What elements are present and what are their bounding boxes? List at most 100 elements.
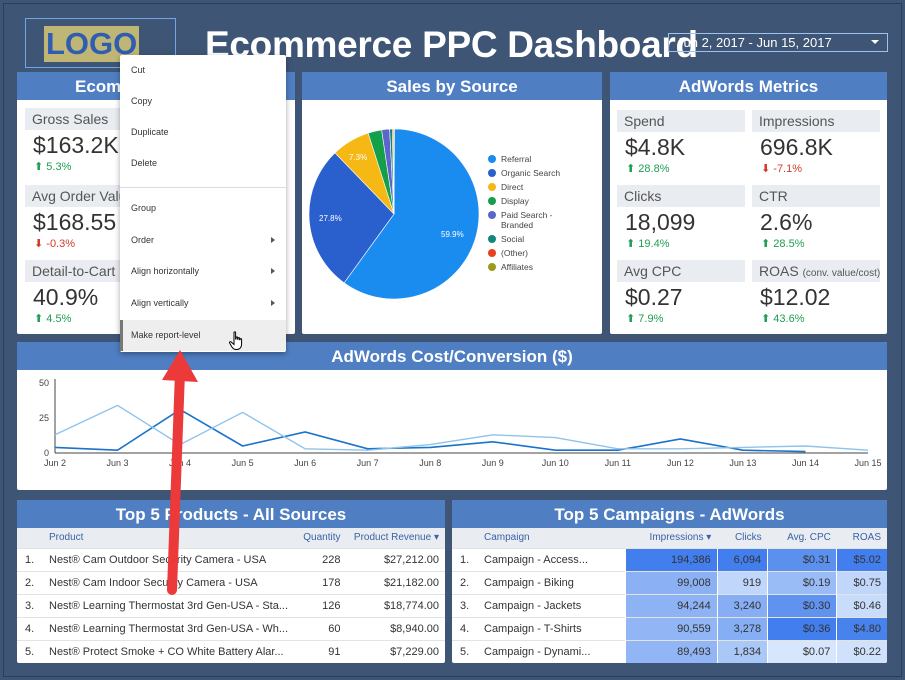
legend-dot (488, 263, 496, 271)
table-row[interactable]: 3. Campaign - Jackets 94,244 3,240 $0.30 $0.4… (452, 593, 887, 617)
row-rank: 2. (17, 570, 43, 594)
table-row[interactable]: 1. Nest® Cam Outdoor Security Camera - US… (17, 547, 445, 571)
sort-desc-icon: ▾ (706, 532, 712, 544)
col-impressions[interactable]: Impressions ▾ (625, 528, 718, 548)
legend-item[interactable]: Social (488, 234, 560, 244)
adwords-metrics-panel[interactable]: AdWords Metrics Spend $4.8K ⬆ 28.8% Impr… (610, 72, 887, 334)
dashboard-frame (3, 3, 902, 677)
row-rank: 1. (452, 547, 478, 571)
metric-tile-impressions[interactable]: Impressions 696.8K ⬇ -7.1% (752, 110, 880, 176)
products-table: Product Quantity Product Revenue ▾ 1. Nes… (17, 528, 445, 663)
menu-item-duplicate[interactable]: Duplicate (131, 127, 169, 137)
x-tick-label: Jun 15 (854, 458, 881, 468)
product-quantity: 60 (296, 616, 347, 640)
x-tick-label: Jun 12 (667, 458, 694, 468)
rank-header (452, 528, 478, 548)
series-line-2[interactable] (54, 404, 869, 451)
x-tick-label: Jun 6 (294, 458, 316, 468)
col-avg-cpc[interactable]: Avg. CPC (767, 528, 837, 548)
metric-value: $12.02 (760, 284, 831, 310)
table-row[interactable]: 1. Campaign - Access... 194,386 6,094 $0.31 $… (452, 547, 887, 571)
table-row[interactable]: 4. Campaign - T-Shirts 90,559 3,278 $0.36 $4.… (452, 616, 887, 640)
campaign-impressions: 89,493 (625, 639, 718, 663)
metric-label: Clicks (617, 185, 745, 207)
date-range-picker[interactable]: Jun 2, 2017 - Jun 15, 2017 (668, 33, 888, 52)
row-rank: 3. (17, 593, 43, 617)
pie-slice[interactable] (308, 152, 395, 284)
table-row[interactable]: 4. Nest® Learning Thermostat 3rd Gen-USA … (17, 616, 445, 640)
campaign-clicks: 919 (716, 570, 768, 594)
col-product-revenue[interactable]: Product Revenue ▾ (346, 528, 445, 548)
sales-pie-chart[interactable]: 59.9% 27.8% 7.3% (302, 100, 602, 334)
col-campaign[interactable]: Campaign (478, 528, 626, 548)
col-clicks[interactable]: Clicks (717, 528, 768, 548)
metric-tile-clicks[interactable]: Clicks 18,099 ⬆ 19.4% (617, 185, 745, 251)
menu-item-align-horizontally[interactable]: Align horizontally (120, 256, 286, 287)
legend-item[interactable]: (Other) (488, 248, 560, 258)
hand-cursor-icon (228, 331, 243, 350)
campaign-name: Campaign - Biking (478, 570, 626, 594)
legend-item[interactable]: Display (488, 196, 560, 206)
y-tick-label: 25 (39, 413, 49, 423)
metric-tile-avg-cpc[interactable]: Avg CPC $0.27 ⬆ 7.9% (617, 260, 745, 326)
campaign-clicks: 3,278 (716, 616, 768, 640)
metric-tile-spend[interactable]: Spend $4.8K ⬆ 28.8% (617, 110, 745, 176)
pie-slice[interactable] (393, 128, 395, 215)
menu-item-make-report-level[interactable]: Make report-level (120, 320, 286, 351)
menu-separator (120, 187, 286, 188)
legend-item[interactable]: Paid Search - Branded (488, 210, 560, 230)
top-campaigns-panel[interactable]: Top 5 Campaigns - AdWords Campaign Impre… (452, 500, 887, 663)
table-row[interactable]: 2. Nest® Cam Indoor Security Camera - USA… (17, 570, 445, 594)
metric-tile-ctr[interactable]: CTR 2.6% ⬆ 28.5% (752, 185, 880, 251)
campaign-name: Campaign - T-Shirts (478, 616, 626, 640)
table-row[interactable]: 3. Nest® Learning Thermostat 3rd Gen-USA … (17, 593, 445, 617)
product-revenue: $21,182.00 (346, 570, 445, 594)
metric-delta: ⬇ -7.1% (761, 163, 803, 175)
x-tick-label: Jun 14 (792, 458, 819, 468)
metric-delta: ⬆ 28.8% (626, 163, 670, 175)
campaign-impressions: 90,559 (625, 616, 718, 640)
pie-slice[interactable] (343, 128, 480, 300)
table-row[interactable]: 5. Nest® Protect Smoke + CO White Battery… (17, 639, 445, 663)
x-tick-label: Jun 13 (729, 458, 756, 468)
legend-dot (488, 249, 496, 257)
legend-item[interactable]: Affiliates (488, 262, 560, 272)
legend-dot (488, 155, 496, 163)
table-row[interactable]: 5. Campaign - Dynami... 89,493 1,834 $0.07 $0… (452, 639, 887, 663)
row-rank: 5. (17, 639, 43, 663)
campaign-impressions: 94,244 (625, 593, 718, 617)
metric-delta: ⬆ 7.9% (626, 313, 664, 325)
metric-value: $168.55 (33, 209, 117, 235)
legend-item[interactable]: Referral (488, 154, 560, 164)
metric-tile-gross-sales[interactable]: Gross Sales $163.2K ⬆ 5.3% (25, 108, 137, 174)
menu-item-copy[interactable]: Copy (131, 96, 153, 106)
metric-tile-detail-to-cart[interactable]: Detail-to-Cart 40.9% ⬆ 4.5% (25, 260, 137, 326)
top-products-panel[interactable]: Top 5 Products - All Sources Product Qua… (17, 500, 445, 663)
context-menu: Cut Copy Duplicate Delete Group Order Al… (120, 55, 286, 352)
metric-label: Avg Order Valu (25, 185, 137, 207)
legend-item[interactable]: Direct (488, 182, 560, 192)
campaign-clicks: 3,240 (716, 593, 768, 617)
menu-item-order[interactable]: Order (120, 225, 286, 256)
metric-delta: ⬆ 19.4% (626, 238, 670, 250)
menu-item-align-vertically[interactable]: Align vertically (120, 288, 286, 319)
table-row[interactable]: 2. Campaign - Biking 99,008 919 $0.19 $0.75 (452, 570, 887, 594)
metric-delta: ⬆ 28.5% (761, 238, 805, 250)
metric-delta: ⬆ 5.3% (34, 161, 72, 173)
menu-item-group[interactable]: Group (131, 203, 157, 213)
menu-item-cut[interactable]: Cut (131, 65, 146, 75)
y-tick-label: 50 (39, 378, 49, 388)
campaign-name: Campaign - Access... (478, 547, 626, 571)
row-rank: 4. (452, 616, 478, 640)
metric-tile-roas[interactable]: ROAS (conv. value/cost) $12.02 ⬆ 43.6% (752, 260, 880, 326)
metric-tile-avg-order-value[interactable]: Avg Order Valu $168.55 ⬇ -0.3% (25, 185, 137, 251)
legend-item[interactable]: Organic Search (488, 168, 560, 178)
col-quantity[interactable]: Quantity (296, 528, 347, 548)
product-revenue: $27,212.00 (346, 547, 445, 571)
cost-conversion-panel[interactable]: AdWords Cost/Conversion ($) 50 25 0 Jun 2 Ju… (17, 342, 887, 490)
col-roas[interactable]: ROAS (836, 528, 887, 548)
x-tick-label: Jun 10 (542, 458, 569, 468)
submenu-arrow-icon (271, 237, 275, 243)
menu-item-delete[interactable]: Delete (131, 158, 158, 168)
